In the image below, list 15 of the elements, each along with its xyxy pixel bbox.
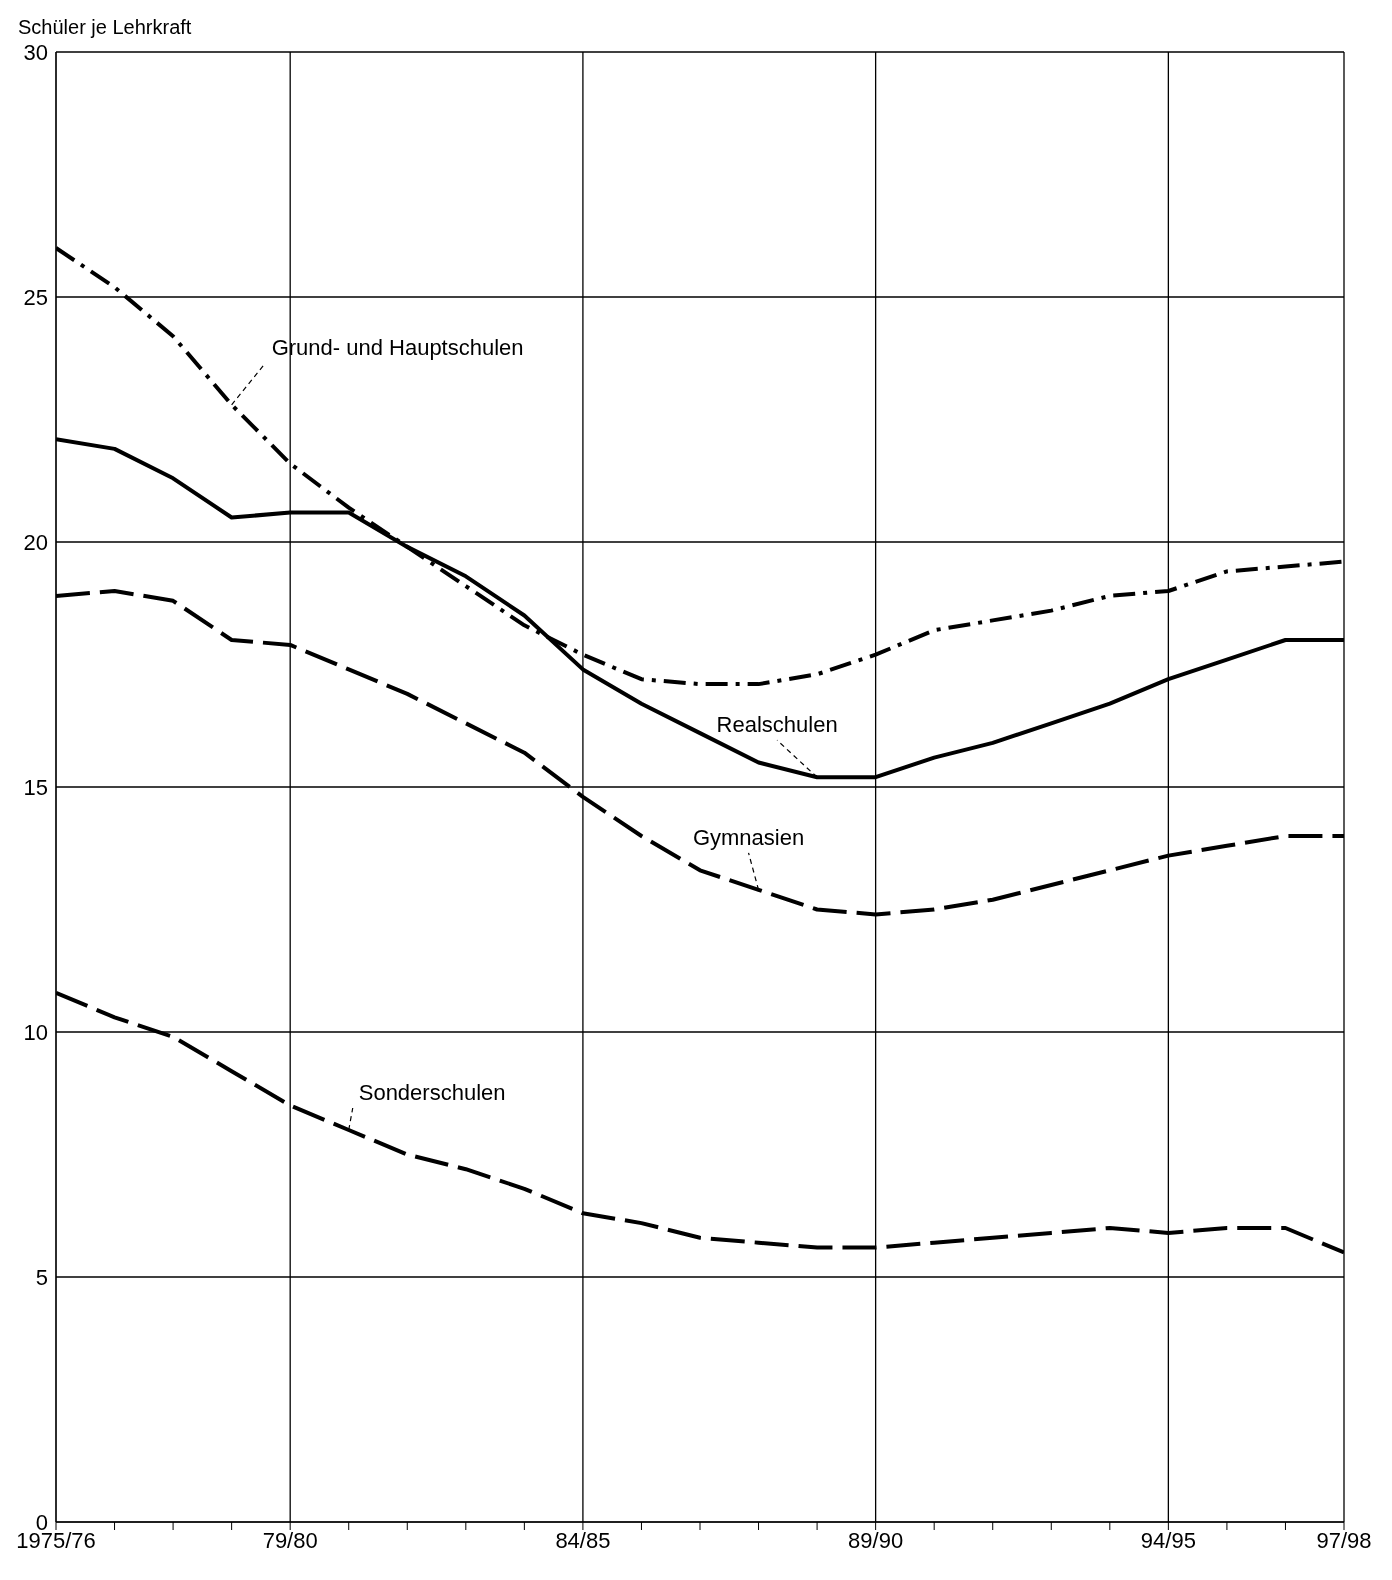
y-tick-label: 5 [35, 1264, 48, 1290]
x-tick-label: 84/85 [555, 1527, 611, 1553]
y-tick-label: 10 [23, 1019, 48, 1045]
x-tick-label: 89/90 [848, 1527, 904, 1553]
x-tick-label: 79/80 [262, 1527, 318, 1553]
x-tick-label: 97/98 [1316, 1527, 1372, 1553]
y-tick-label: 25 [23, 284, 48, 310]
y-axis-title: Schüler je Lehrkraft [18, 16, 192, 39]
x-tick-label: 94/95 [1140, 1527, 1196, 1553]
series-label: Sonderschulen [358, 1080, 506, 1105]
y-tick-label: 15 [23, 774, 48, 800]
y-tick-label: 30 [23, 39, 48, 65]
series-label: Gymnasien [692, 824, 805, 850]
y-tick-label: 20 [23, 529, 48, 555]
series-label: Realschulen [716, 712, 838, 738]
